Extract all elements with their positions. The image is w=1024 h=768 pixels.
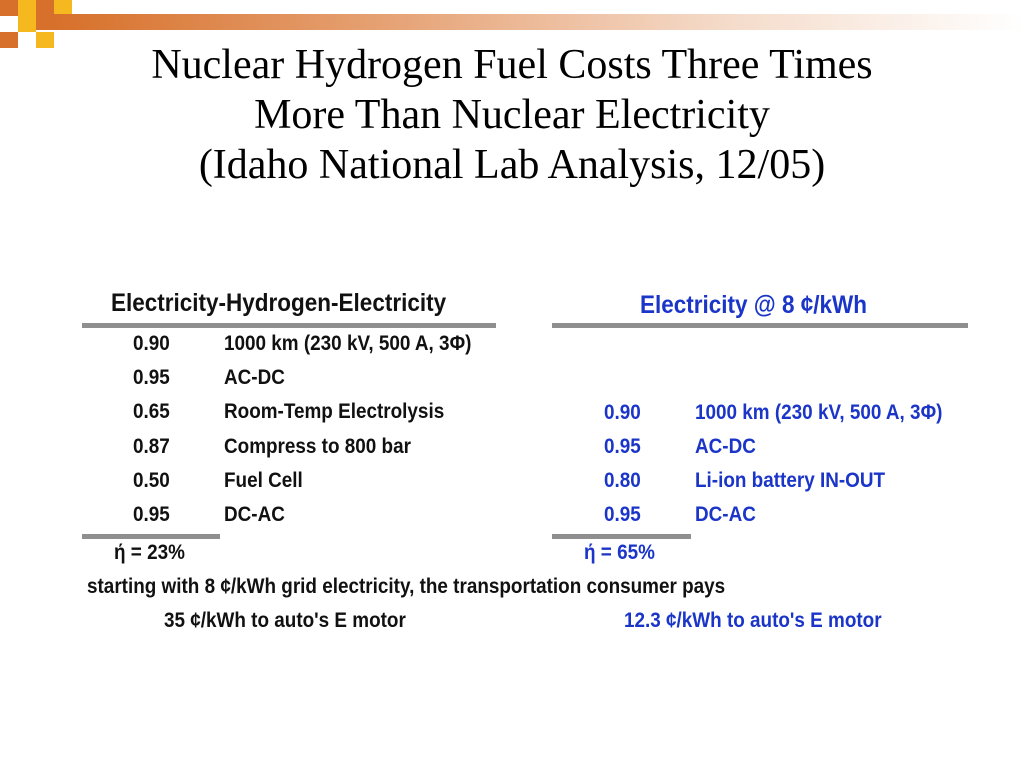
corner-square-orange-2	[36, 0, 54, 14]
left-row-6-factor: 0.95	[133, 503, 170, 526]
right-row-3-factor: 0.80	[604, 469, 641, 492]
corner-square-orange-4	[0, 32, 18, 48]
left-header-rule	[82, 323, 496, 328]
title-line-1: Nuclear Hydrogen Fuel Costs Three Times	[151, 42, 873, 88]
right-row-3-label: Li-ion battery IN-OUT	[695, 469, 886, 492]
right-header-rule	[552, 323, 968, 328]
left-total-rule	[82, 534, 220, 539]
slide-title: Nuclear Hydrogen Fuel Costs Three Times …	[0, 40, 1024, 190]
left-row-6-label: DC-AC	[224, 503, 285, 526]
header-gradient-bar	[54, 14, 1024, 30]
left-row-4-label: Compress to 800 bar	[224, 435, 411, 458]
left-row-1-factor: 0.90	[133, 332, 170, 355]
corner-square-yellow-4	[36, 32, 54, 48]
left-row-3-label: Room-Temp Electrolysis	[224, 400, 445, 423]
right-row-2-label: AC-DC	[695, 435, 756, 458]
corner-square-yellow-1	[18, 0, 36, 16]
left-cost: 35 ¢/kWh to auto's E motor	[164, 609, 406, 632]
right-row-1-label: 1000 km (230 kV, 500 A, 3Φ)	[695, 401, 943, 424]
title-line-3: (Idaho National Lab Analysis, 12/05)	[198, 142, 826, 188]
left-row-2-label: AC-DC	[224, 366, 285, 389]
corner-square-yellow-2	[54, 0, 72, 14]
corner-square-orange-1	[0, 0, 18, 16]
left-efficiency: ή = 23%	[114, 541, 185, 564]
right-row-4-label: DC-AC	[695, 503, 756, 526]
left-row-2-factor: 0.95	[133, 366, 170, 389]
summary-line: starting with 8 ¢/kWh grid electricity, …	[87, 575, 726, 598]
title-line-2: More Than Nuclear Electricity	[254, 92, 770, 138]
left-row-5-label: Fuel Cell	[224, 469, 303, 492]
left-row-5-factor: 0.50	[133, 469, 170, 492]
right-row-2-factor: 0.95	[604, 435, 641, 458]
right-efficiency: ή = 65%	[584, 541, 655, 564]
corner-square-orange-3	[36, 14, 54, 30]
left-table-header: Electricity-Hydrogen-Electricity	[111, 289, 447, 317]
left-row-4-factor: 0.87	[133, 435, 170, 458]
right-row-4-factor: 0.95	[604, 503, 641, 526]
right-cost: 12.3 ¢/kWh to auto's E motor	[624, 609, 882, 632]
right-row-1-factor: 0.90	[604, 401, 641, 424]
left-row-1-label: 1000 km (230 kV, 500 A, 3Φ)	[224, 332, 472, 355]
left-row-3-factor: 0.65	[133, 400, 170, 423]
corner-square-yellow-3	[18, 16, 36, 32]
right-total-rule	[552, 534, 691, 539]
right-table-header: Electricity @ 8 ¢/kWh	[640, 291, 868, 319]
